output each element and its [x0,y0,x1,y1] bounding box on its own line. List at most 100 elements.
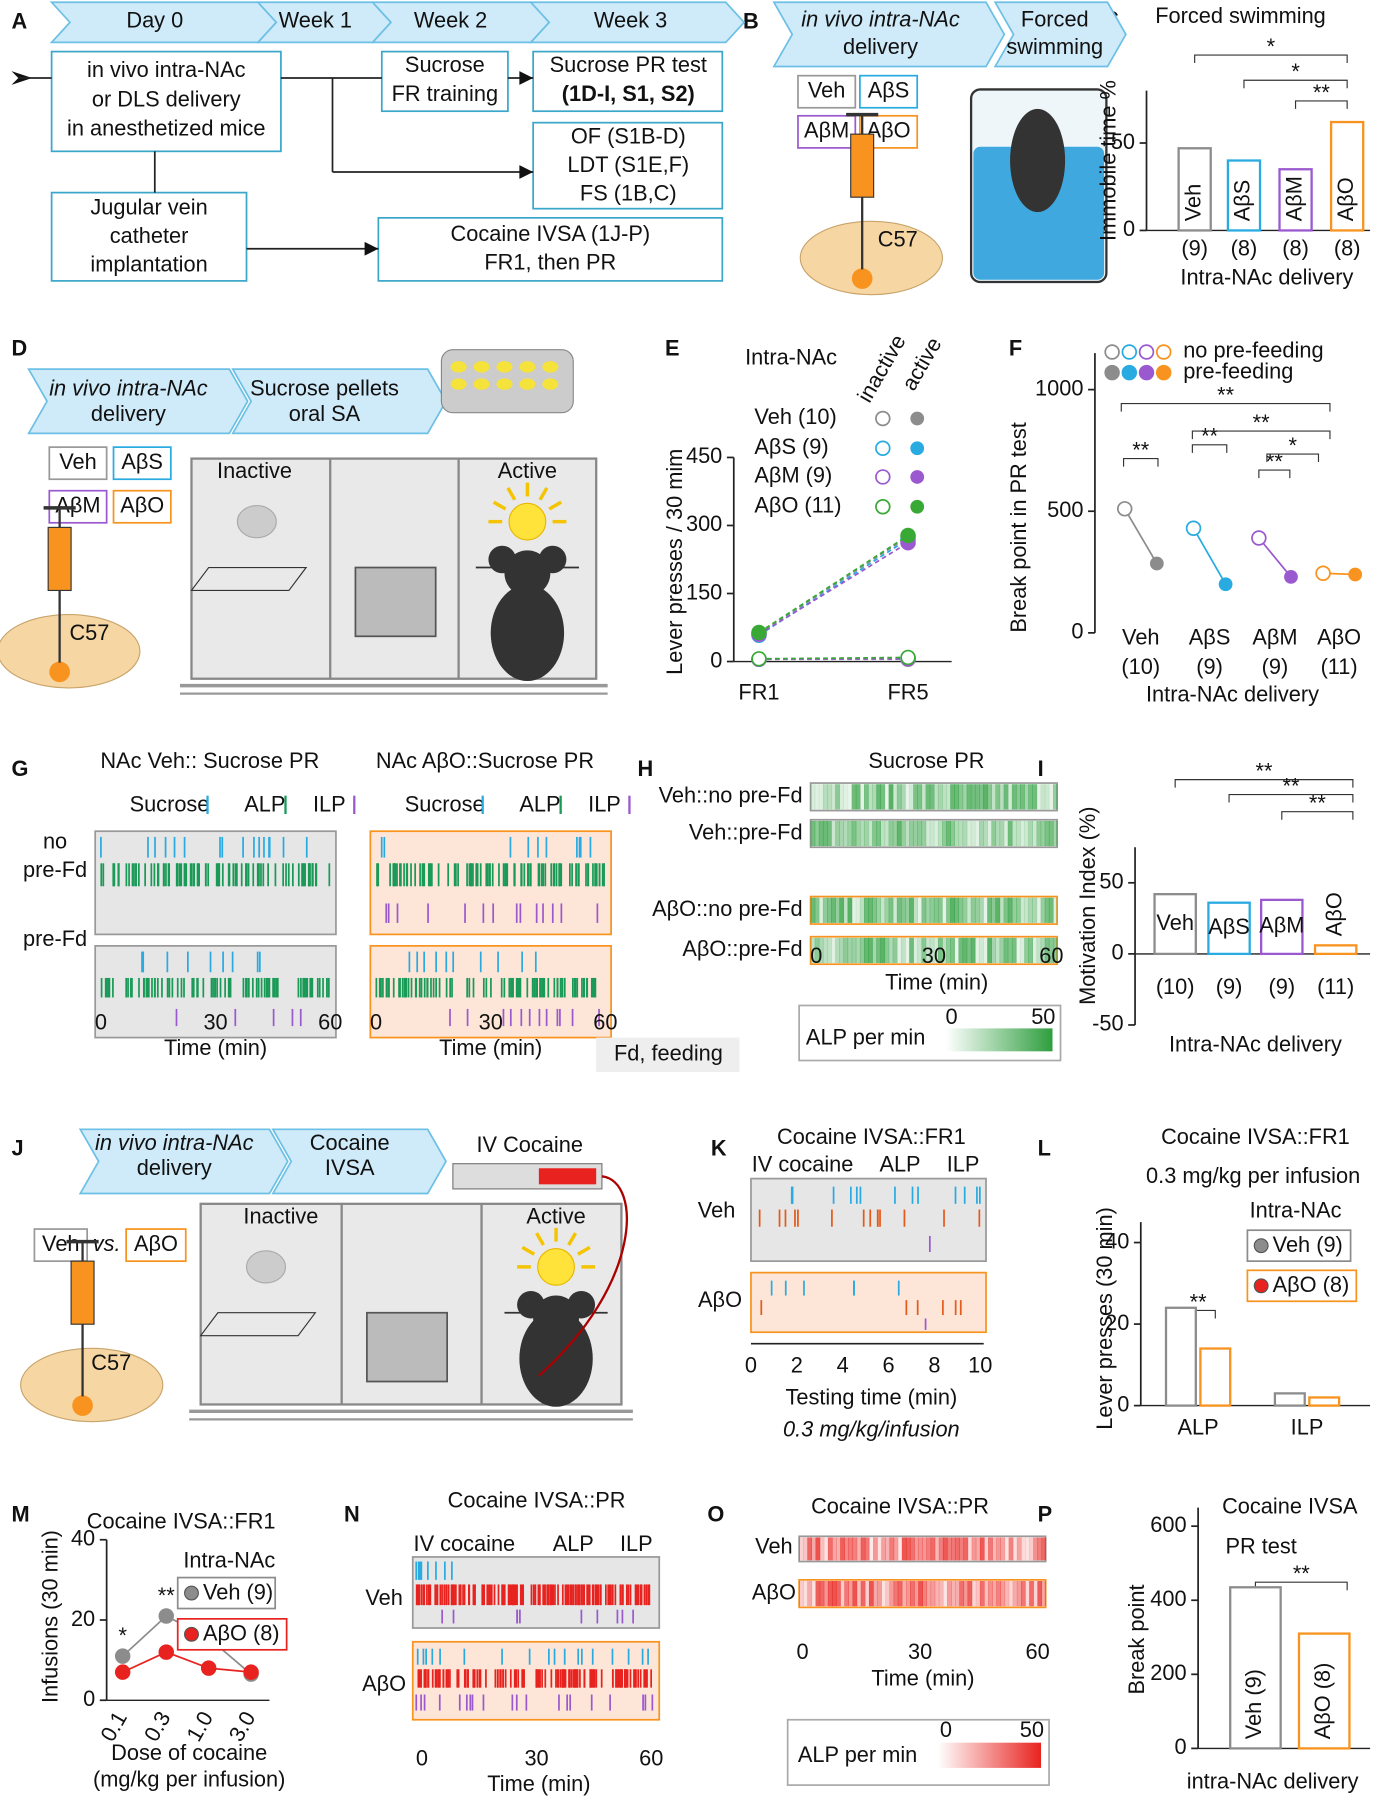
bracket [1294,100,1348,109]
chart-title: Cocaine IVSA::FR1 [1161,1124,1350,1149]
n-label: (9) [1268,974,1295,999]
heat-cell [831,784,836,810]
y-tick-label: 40 [1105,1228,1129,1253]
legend-marker [1104,344,1120,360]
heat-cell [848,1581,854,1607]
heat-cell [1052,937,1058,964]
heat-cell [885,1581,891,1607]
heat-cell [835,784,840,810]
heat-cell [880,784,886,810]
panel-label: K [711,1136,727,1161]
n-label: (8) [1334,236,1361,261]
heat-cell [975,1537,981,1561]
label: AβO [752,1579,796,1604]
label: Veh::pre-Fd [689,819,803,844]
heat-cell [925,784,931,810]
heat-cell [974,937,980,964]
legend-marker [1253,1238,1269,1254]
x-tick-label: 0 [416,1746,428,1771]
label: Cocaine [310,1130,390,1155]
legend-label: no pre-feeding [1183,338,1323,363]
box [797,74,857,109]
point [114,1664,131,1680]
y-axis-label: Break point [1124,1584,1149,1694]
heat-cell [872,820,877,847]
column-header: inactive [852,330,911,406]
heat-cell [896,897,902,923]
bracket [1174,779,1354,788]
heat-cell [868,897,873,923]
heat-cell [909,937,914,964]
heat-cell [836,1581,841,1607]
y-tick-label: 1000 [1035,375,1083,400]
y-tick-label: 50 [1111,129,1135,154]
label: C57 [878,227,918,252]
pair-line [1258,537,1292,578]
legend-marker [1138,344,1155,360]
x-tick-label: 60 [1025,1639,1049,1664]
heat-cell [839,897,845,923]
panel-label: L [1038,1136,1051,1161]
y-tick-label: 0 [1117,1391,1129,1416]
x-tick-label: AβM [1252,624,1297,649]
n-label: (10) [1121,654,1160,679]
heat-cell [979,1581,985,1607]
panel-label: P [1038,1501,1053,1526]
heat-cell [827,897,832,923]
heat-cell [1040,784,1046,810]
heat-cell [999,820,1005,847]
annotation: ** [1309,791,1326,816]
heat-cell [840,1581,845,1607]
line [538,487,549,501]
heat-cell [876,820,882,847]
label: ILP [947,1152,980,1177]
label: implantation [90,252,207,277]
heat-cell [835,937,840,964]
arrow-head [519,165,534,179]
label: Time (min) [164,1035,267,1060]
label: Cocaine IVSA::PR [448,1488,626,1513]
heat-cell [971,1581,977,1607]
bar [1153,893,1197,956]
x-tick-label: 60 [639,1746,663,1771]
heat-cell [1020,820,1025,847]
heat-cell [814,937,820,964]
heat-cell [996,1537,1002,1561]
bracket [1243,79,1348,89]
heat-cell [868,1537,874,1561]
heat-cell [983,820,988,847]
heat-cell [855,937,861,964]
panel-label: A [11,9,27,34]
heat-cell [823,1581,829,1607]
panel-label: B [743,9,759,34]
n-label: (11) [1317,974,1354,999]
label: Day 0 [126,8,183,33]
legend-marker [910,411,925,426]
mouse-ear [538,545,567,574]
chart-title: Forced swimming [1155,3,1326,28]
box [354,566,437,638]
label: Veh [365,1585,403,1610]
lever [199,1312,317,1337]
heat-cell [1044,937,1050,964]
heat-cell [1048,820,1054,847]
heat-cell [983,1537,989,1561]
heat-cell [855,820,861,847]
label: Cocaine IVSA::PR [811,1493,989,1518]
heat-cell [1008,1537,1014,1561]
heat-cell [926,1537,932,1561]
label: Active [526,1203,585,1228]
heat-cell [872,784,877,810]
n-label: (9) [1216,974,1243,999]
label: delivery [137,1155,212,1180]
panel-label: I [1038,756,1044,781]
x-tick-label: 10 [968,1352,992,1377]
heat-cell [1048,897,1054,923]
heat-cell [851,937,857,964]
heat-cell [970,820,976,847]
heat-cell [966,820,972,847]
y-tick-label: 0 [1175,1734,1187,1759]
line [548,500,563,511]
legend-marker [1121,344,1138,360]
